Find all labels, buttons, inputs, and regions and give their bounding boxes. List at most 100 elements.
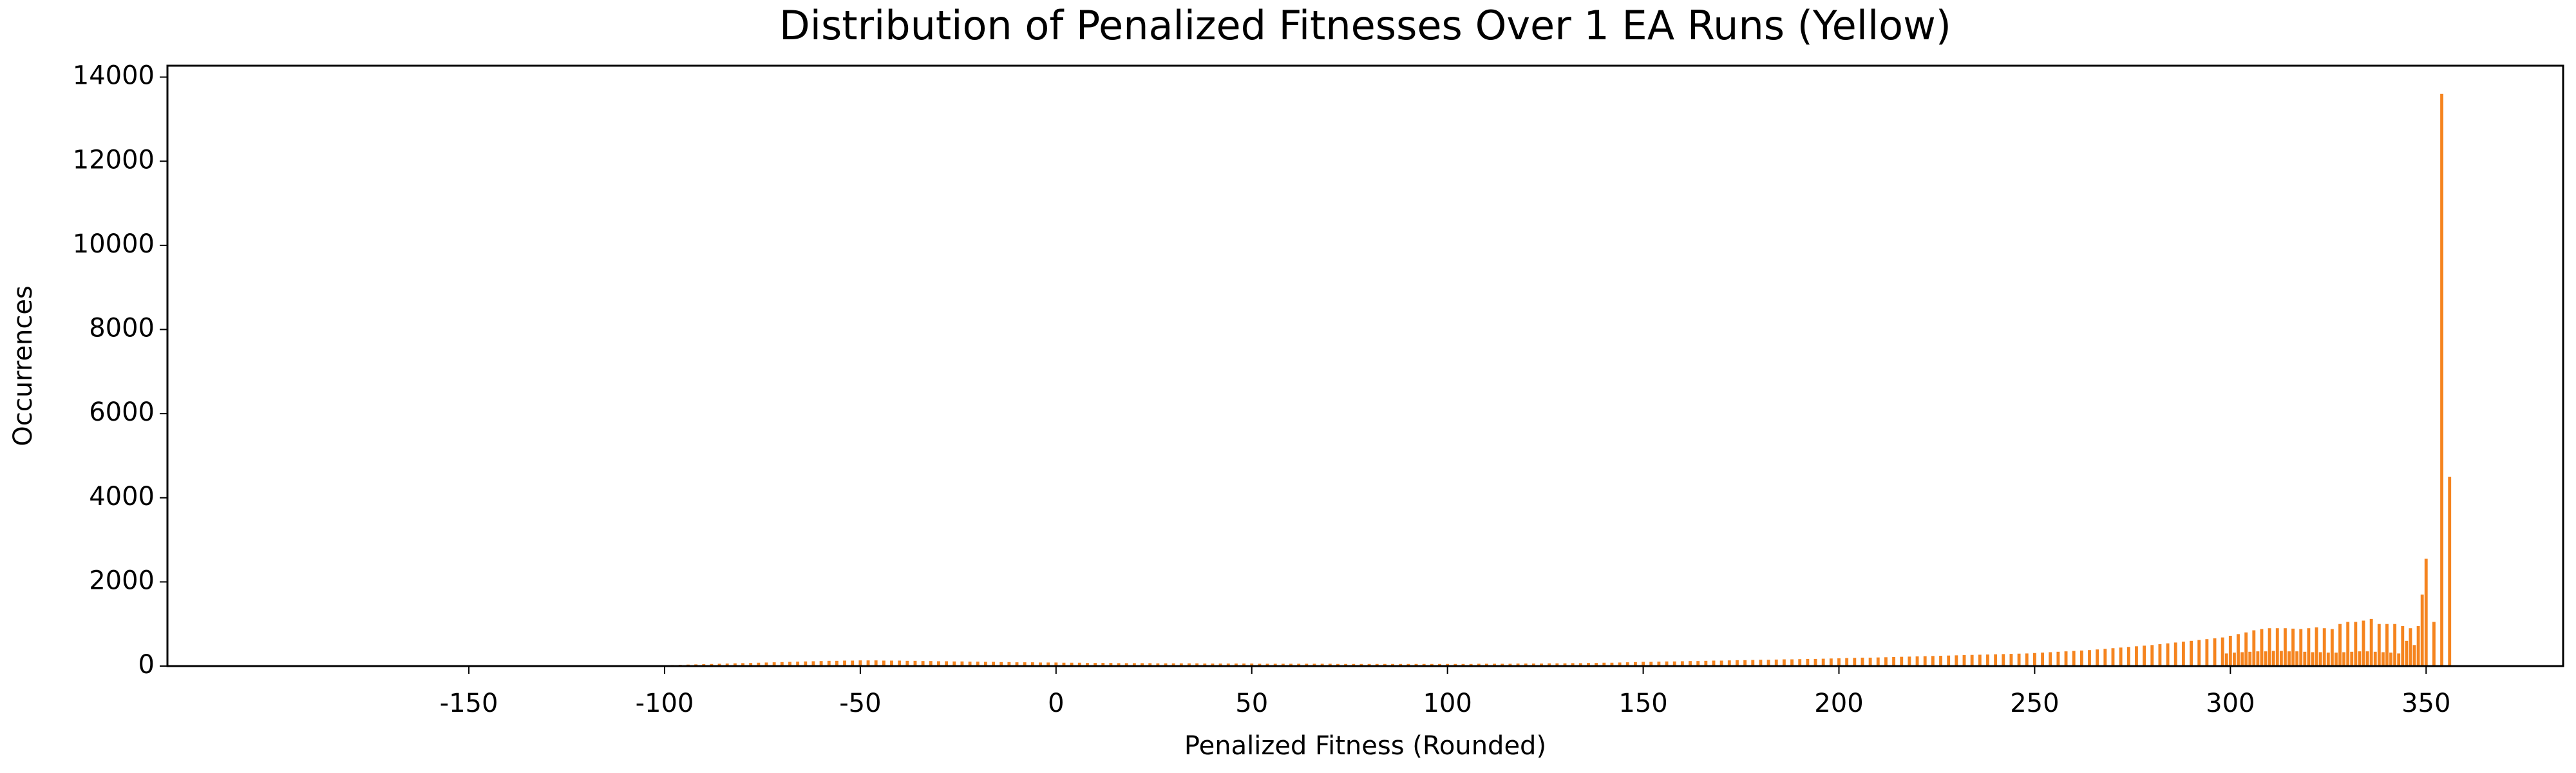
bar (992, 662, 995, 666)
bar (1876, 657, 1880, 666)
bar (2228, 635, 2232, 666)
bar (741, 663, 744, 666)
bar (1625, 662, 1629, 666)
bar (1226, 663, 1230, 666)
bar (2079, 650, 2083, 666)
bar (921, 661, 925, 666)
bar (2412, 645, 2416, 666)
bar (1727, 660, 1731, 666)
bar (1367, 663, 1371, 666)
bar (1712, 660, 1716, 666)
bar (2268, 628, 2271, 666)
x-tick-label: 300 (2206, 689, 2255, 718)
bar (968, 662, 972, 666)
bar (1657, 662, 1661, 666)
bar (1719, 660, 1723, 666)
bar (2264, 651, 2268, 666)
bar (2354, 622, 2358, 666)
bar (874, 660, 878, 666)
bar (2158, 644, 2162, 666)
bar (1689, 661, 1692, 666)
bar (1986, 654, 1989, 666)
bar (1422, 663, 1426, 666)
bar (843, 660, 846, 666)
chart-title: Distribution of Penalized Fitnesses Over… (779, 2, 1951, 49)
bar (2385, 624, 2389, 666)
bar (2358, 651, 2362, 666)
bar (2291, 628, 2295, 666)
bar (1234, 663, 1238, 666)
bar (2303, 651, 2307, 666)
bar (1845, 658, 1849, 666)
bar (1806, 658, 1810, 666)
bar (1610, 662, 1614, 666)
bar (2002, 654, 2005, 666)
bar (952, 661, 956, 666)
bar (1994, 654, 1998, 666)
bar (2318, 652, 2322, 666)
bar (1900, 656, 1904, 666)
bar (1790, 659, 1794, 666)
bar (2389, 653, 2392, 666)
bar (1587, 663, 1590, 666)
bar (1853, 658, 1857, 666)
plot-frame (166, 64, 2564, 667)
bar (1375, 663, 1379, 666)
bar (2221, 637, 2224, 666)
bar (1516, 663, 1520, 666)
bar (1915, 656, 1919, 666)
bar (1884, 657, 1888, 666)
bar (1704, 660, 1708, 666)
bar (1602, 662, 1606, 666)
bar (1124, 663, 1128, 666)
x-tick-label: 150 (1618, 689, 1667, 718)
bar (913, 660, 917, 666)
bar (1947, 655, 1951, 666)
bar (1273, 663, 1277, 666)
bar (2322, 628, 2326, 666)
bar (1218, 663, 1222, 666)
bar (1595, 663, 1598, 666)
bar (1736, 660, 1739, 666)
bar (1281, 663, 1285, 666)
bar (1501, 663, 1504, 666)
bar (2248, 651, 2252, 666)
bar (1962, 655, 1966, 666)
bar (717, 663, 721, 666)
bar (2064, 651, 2068, 666)
bar (1931, 656, 1935, 666)
x-tick-label: 200 (1814, 689, 1863, 718)
bar (1672, 661, 1676, 666)
bar (1563, 663, 1567, 666)
bar (2311, 652, 2315, 666)
bar (2350, 651, 2354, 666)
bar (1531, 663, 1535, 666)
bar (1939, 655, 1942, 666)
bar (1250, 663, 1254, 666)
bar (1978, 654, 1982, 666)
bar (1485, 663, 1488, 666)
bar (2150, 645, 2154, 666)
bar (1062, 662, 1066, 666)
bar (1211, 663, 1215, 666)
bar (2197, 640, 2201, 666)
bar (835, 660, 838, 666)
x-tick-label: 350 (2401, 689, 2450, 718)
bar (1571, 663, 1575, 666)
bar (2103, 649, 2107, 666)
bar (2224, 653, 2228, 666)
bar (2432, 622, 2436, 666)
bar (1633, 662, 1637, 666)
bar (1039, 662, 1042, 666)
bar (2205, 639, 2209, 666)
x-tick-label: 50 (1235, 689, 1268, 718)
bar (2237, 634, 2240, 666)
bar (1030, 662, 1034, 666)
bar (858, 660, 862, 666)
bar (1242, 663, 1245, 666)
bar (1383, 663, 1387, 666)
bar (1438, 663, 1441, 666)
bar (1289, 663, 1293, 666)
bar (2232, 653, 2236, 666)
bar (1086, 663, 1089, 666)
